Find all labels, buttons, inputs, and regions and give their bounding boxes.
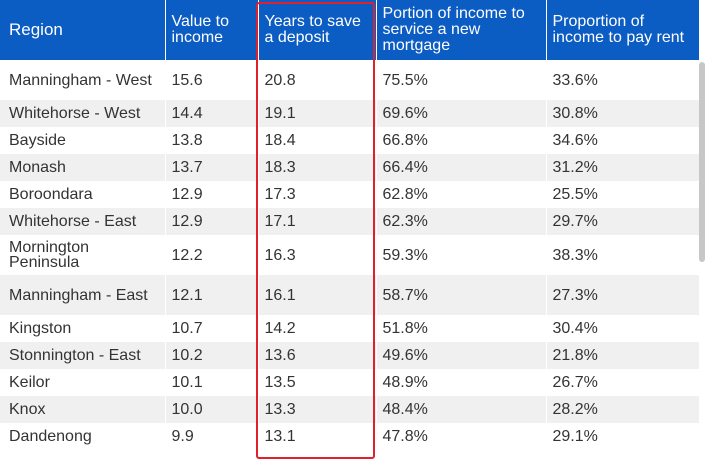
cell-region: Keilor xyxy=(0,369,166,396)
cell-rent-proportion: 38.3% xyxy=(546,235,699,275)
table-row: Whitehorse - West 14.4 19.1 69.6% 30.8% xyxy=(0,100,699,127)
cell-value-to-income: 10.7 xyxy=(165,315,259,342)
cell-mortgage-portion: 51.8% xyxy=(376,315,547,342)
cell-region: Bayside xyxy=(0,127,166,154)
cell-years-to-save: 13.3 xyxy=(258,396,377,423)
cell-years-to-save: 16.3 xyxy=(258,235,377,275)
table-row: Knox 10.0 13.3 48.4% 28.2% xyxy=(0,396,699,423)
cell-rent-proportion: 21.8% xyxy=(546,342,699,369)
cell-rent-proportion: 31.2% xyxy=(546,154,699,181)
cell-region: Mornington Peninsula xyxy=(0,235,166,275)
cell-value-to-income: 10.1 xyxy=(165,369,259,396)
scrollbar-thumb[interactable] xyxy=(699,62,705,262)
cell-rent-proportion: 28.2% xyxy=(546,396,699,423)
cell-mortgage-portion: 49.6% xyxy=(376,342,547,369)
cell-region: Stonnington - East xyxy=(0,342,166,369)
cell-rent-proportion: 26.7% xyxy=(546,369,699,396)
cell-region: Boroondara xyxy=(0,181,166,208)
cell-value-to-income: 9.9 xyxy=(165,423,259,450)
table-row: Dandenong 9.9 13.1 47.8% 29.1% xyxy=(0,423,699,450)
table-row: Monash 13.7 18.3 66.4% 31.2% xyxy=(0,154,699,181)
cell-region: Dandenong xyxy=(0,423,166,450)
table-row: Whitehorse - East 12.9 17.1 62.3% 29.7% xyxy=(0,208,699,235)
cell-value-to-income: 12.9 xyxy=(165,181,259,208)
column-header-value-to-income[interactable]: Value to income xyxy=(165,0,259,60)
cell-mortgage-portion: 62.3% xyxy=(376,208,547,235)
table-row: Manningham - West 15.6 20.8 75.5% 33.6% xyxy=(0,60,699,100)
cell-value-to-income: 10.0 xyxy=(165,396,259,423)
column-header-rent-proportion[interactable]: Proportion of income to pay rent xyxy=(546,0,699,60)
cell-years-to-save: 17.1 xyxy=(258,208,377,235)
cell-mortgage-portion: 69.6% xyxy=(376,100,547,127)
column-header-mortgage-portion[interactable]: Portion of income to service a new mortg… xyxy=(376,0,547,60)
cell-mortgage-portion: 48.4% xyxy=(376,396,547,423)
cell-value-to-income: 12.1 xyxy=(165,275,259,315)
cell-mortgage-portion: 66.8% xyxy=(376,127,547,154)
cell-rent-proportion: 27.3% xyxy=(546,275,699,315)
cell-region: Whitehorse - West xyxy=(0,100,166,127)
table-row: Stonnington - East 10.2 13.6 49.6% 21.8% xyxy=(0,342,699,369)
cell-mortgage-portion: 59.3% xyxy=(376,235,547,275)
table-row: Manningham - East 12.1 16.1 58.7% 27.3% xyxy=(0,275,699,315)
cell-rent-proportion: 33.6% xyxy=(546,60,699,100)
column-header-region[interactable]: Region xyxy=(0,0,166,60)
cell-value-to-income: 12.9 xyxy=(165,208,259,235)
cell-years-to-save: 14.2 xyxy=(258,315,377,342)
housing-affordability-table: Region Value to income Years to save a d… xyxy=(0,0,699,450)
cell-rent-proportion: 25.5% xyxy=(546,181,699,208)
cell-region: Manningham - West xyxy=(0,60,166,100)
table-row: Mornington Peninsula 12.2 16.3 59.3% 38.… xyxy=(0,235,699,275)
cell-value-to-income: 12.2 xyxy=(165,235,259,275)
cell-years-to-save: 18.4 xyxy=(258,127,377,154)
cell-mortgage-portion: 75.5% xyxy=(376,60,547,100)
cell-rent-proportion: 30.8% xyxy=(546,100,699,127)
column-header-years-to-save-deposit[interactable]: Years to save a deposit xyxy=(258,0,377,60)
table-row: Bayside 13.8 18.4 66.8% 34.6% xyxy=(0,127,699,154)
cell-region: Whitehorse - East xyxy=(0,208,166,235)
cell-value-to-income: 10.2 xyxy=(165,342,259,369)
cell-value-to-income: 14.4 xyxy=(165,100,259,127)
cell-years-to-save: 17.3 xyxy=(258,181,377,208)
header-row: Region Value to income Years to save a d… xyxy=(0,0,699,60)
cell-years-to-save: 16.1 xyxy=(258,275,377,315)
cell-years-to-save: 13.1 xyxy=(258,423,377,450)
cell-region: Manningham - East xyxy=(0,275,166,315)
table-row: Boroondara 12.9 17.3 62.8% 25.5% xyxy=(0,181,699,208)
cell-rent-proportion: 29.7% xyxy=(546,208,699,235)
cell-mortgage-portion: 62.8% xyxy=(376,181,547,208)
cell-value-to-income: 13.7 xyxy=(165,154,259,181)
table-row: Keilor 10.1 13.5 48.9% 26.7% xyxy=(0,369,699,396)
cell-region: Kingston xyxy=(0,315,166,342)
cell-mortgage-portion: 58.7% xyxy=(376,275,547,315)
cell-years-to-save: 13.5 xyxy=(258,369,377,396)
cell-mortgage-portion: 66.4% xyxy=(376,154,547,181)
cell-region: Monash xyxy=(0,154,166,181)
cell-years-to-save: 18.3 xyxy=(258,154,377,181)
cell-value-to-income: 13.8 xyxy=(165,127,259,154)
cell-years-to-save: 20.8 xyxy=(258,60,377,100)
cell-rent-proportion: 30.4% xyxy=(546,315,699,342)
cell-years-to-save: 13.6 xyxy=(258,342,377,369)
table-row: Kingston 10.7 14.2 51.8% 30.4% xyxy=(0,315,699,342)
cell-mortgage-portion: 47.8% xyxy=(376,423,547,450)
cell-mortgage-portion: 48.9% xyxy=(376,369,547,396)
cell-rent-proportion: 34.6% xyxy=(546,127,699,154)
cell-value-to-income: 15.6 xyxy=(165,60,259,100)
cell-years-to-save: 19.1 xyxy=(258,100,377,127)
cell-region: Knox xyxy=(0,396,166,423)
cell-rent-proportion: 29.1% xyxy=(546,423,699,450)
